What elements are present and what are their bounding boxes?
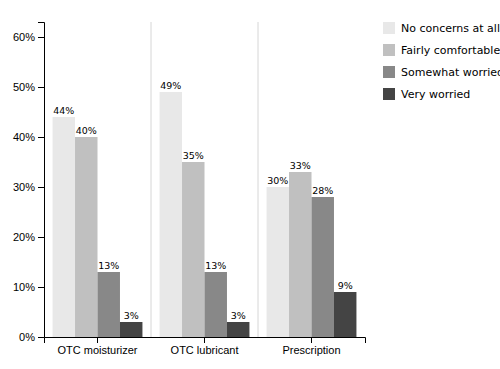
legend-label: Fairly comfortable (401, 44, 500, 57)
bar (205, 272, 227, 337)
data-label: 33% (290, 160, 311, 171)
data-label: 13% (205, 260, 226, 271)
y-tick: 0% (19, 331, 44, 343)
x-tick-mark (97, 337, 98, 343)
x-axis: OTC moisturizer OTC lubricant Prescription (45, 337, 366, 356)
bar (98, 272, 120, 337)
y-tick: 40% (13, 131, 44, 143)
bar (75, 137, 97, 337)
legend-label: Somewhat worried (401, 66, 500, 79)
group-separator (151, 22, 152, 337)
x-tick-mark (311, 337, 312, 343)
bar (53, 117, 75, 337)
group-separator (258, 22, 259, 337)
data-label: 44% (53, 105, 74, 116)
x-tick-label: Prescription (282, 344, 340, 356)
y-tick-mark (38, 237, 44, 238)
bar (182, 162, 204, 337)
legend-item: Somewhat worried (383, 66, 500, 79)
legend-label: Very worried (401, 88, 470, 101)
y-tick-label: 50% (13, 81, 35, 93)
data-label: 13% (98, 260, 119, 271)
y-tick: 30% (13, 181, 44, 193)
y-tick-label: 20% (13, 231, 35, 243)
x-tick-label: OTC lubricant (171, 344, 239, 356)
x-tick-mark (204, 337, 205, 343)
y-tick-mark (38, 287, 44, 288)
bar (227, 322, 249, 337)
group-separators (151, 22, 258, 337)
data-label: 3% (231, 310, 246, 321)
bar (334, 292, 356, 337)
y-tick-mark (38, 37, 44, 38)
y-tick: 20% (13, 231, 44, 243)
y-tick-mark (38, 137, 44, 138)
x-axis-line (45, 338, 366, 344)
legend-item: Very worried (383, 88, 470, 101)
y-tick-label: 30% (13, 181, 35, 193)
y-axis: 0% 10% 20% 30% 40% 50% 60% (13, 23, 45, 344)
y-tick-label: 60% (13, 31, 35, 43)
y-tick-label: 0% (19, 331, 35, 343)
y-tick-mark (38, 87, 44, 88)
y-tick-label: 10% (13, 281, 35, 293)
data-label: 30% (267, 175, 288, 186)
y-tick: 50% (13, 81, 44, 93)
bar (160, 92, 182, 337)
bar (120, 322, 142, 337)
legend-swatch (383, 22, 395, 34)
legend-swatch (383, 66, 395, 78)
y-tick-mark (38, 337, 44, 338)
data-labels: 44% 49% 30% 40% 35% 33% 13% 13% 28% 3% 3% 9% (53, 80, 353, 321)
bar (267, 187, 289, 337)
x-tick-label: OTC moisturizer (57, 344, 137, 356)
x-tick: OTC lubricant (171, 337, 239, 356)
data-label: 40% (76, 125, 97, 136)
plot: 0% 10% 20% 30% 40% 50% 60% OTC moisturizer OTC l… (13, 22, 366, 356)
y-tick-label: 40% (13, 131, 35, 143)
y-tick: 10% (13, 281, 44, 293)
data-label: 49% (160, 80, 181, 91)
legend: No concerns at all Fairly comfortable Some… (383, 22, 500, 101)
x-tick: Prescription (282, 337, 340, 356)
legend-swatch (383, 44, 395, 56)
y-axis-line (38, 23, 45, 338)
data-label: 3% (124, 310, 139, 321)
bar (312, 197, 334, 337)
legend-swatch (383, 88, 395, 100)
legend-label: No concerns at all (401, 22, 500, 35)
legend-item: No concerns at all (383, 22, 500, 35)
bar (289, 172, 311, 337)
data-label: 35% (183, 150, 204, 161)
legend-item: Fairly comfortable (383, 44, 500, 57)
x-tick: OTC moisturizer (57, 337, 137, 356)
bars (53, 92, 357, 337)
data-label: 9% (338, 280, 353, 291)
y-tick: 60% (13, 31, 44, 43)
y-tick-mark (38, 187, 44, 188)
chart: 0% 10% 20% 30% 40% 50% 60% OTC moisturizer OTC l… (0, 0, 500, 369)
data-label: 28% (312, 185, 333, 196)
